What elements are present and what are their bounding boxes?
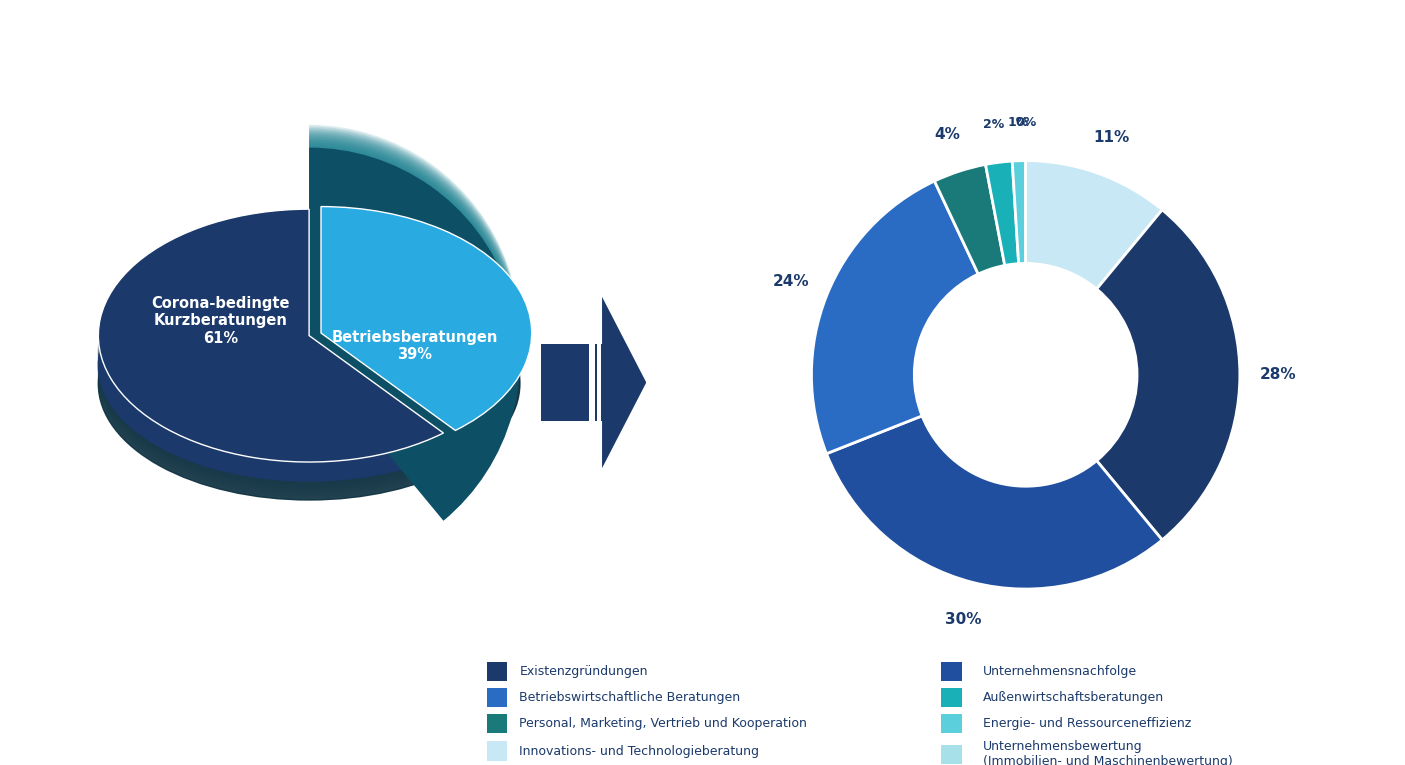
Wedge shape [309,126,520,500]
Bar [941,662,962,682]
Ellipse shape [98,253,520,485]
Bar [941,714,962,733]
Text: 28%: 28% [1260,367,1297,382]
Text: Unternehmensbewertung
(Immobilien- und Maschinenbewertung): Unternehmensbewertung (Immobilien- und M… [983,741,1232,765]
Text: 30%: 30% [944,612,981,627]
Polygon shape [541,344,607,421]
Ellipse shape [98,247,520,479]
Polygon shape [603,297,646,468]
Text: 1%: 1% [1007,116,1028,129]
Wedge shape [826,416,1162,589]
Ellipse shape [98,269,520,500]
Wedge shape [309,143,520,516]
Text: 4%: 4% [934,127,961,142]
Wedge shape [309,133,520,506]
Bar [941,744,962,764]
Ellipse shape [98,255,520,487]
Wedge shape [98,209,444,462]
Wedge shape [1012,161,1026,264]
Text: Außenwirtschaftsberatungen: Außenwirtschaftsberatungen [983,691,1165,704]
Ellipse shape [98,239,520,471]
Ellipse shape [98,259,520,490]
Text: Personal, Marketing, Vertrieb und Kooperation: Personal, Marketing, Vertrieb und Kooper… [520,717,808,730]
Polygon shape [597,344,601,421]
Ellipse shape [98,251,520,483]
Ellipse shape [98,234,520,466]
Ellipse shape [98,261,520,493]
Wedge shape [309,146,520,519]
Ellipse shape [98,238,520,470]
Ellipse shape [98,269,520,500]
Ellipse shape [98,265,520,496]
Wedge shape [309,141,520,514]
Text: 24%: 24% [773,275,809,289]
Wedge shape [309,145,520,517]
Text: Innovations- und Technologieberatung: Innovations- und Technologieberatung [520,744,760,757]
Wedge shape [934,164,1005,274]
Wedge shape [1097,210,1239,540]
Text: 11%: 11% [1093,129,1130,145]
Wedge shape [985,161,1019,265]
Wedge shape [309,138,520,511]
Bar [488,714,507,733]
Bar [488,688,507,707]
Wedge shape [309,130,520,503]
Wedge shape [309,148,520,521]
Wedge shape [309,135,520,508]
Ellipse shape [98,257,520,489]
Polygon shape [590,344,594,421]
Wedge shape [309,128,520,501]
Text: Betriebsberatungen
39%: Betriebsberatungen 39% [332,330,497,363]
Text: Energie- und Ressourceneffizienz: Energie- und Ressourceneffizienz [983,717,1191,730]
Wedge shape [309,148,520,521]
Ellipse shape [98,232,520,464]
Text: Corona-bedingte
Kurzberatungen
61%: Corona-bedingte Kurzberatungen 61% [152,296,289,346]
Text: Unternehmensnachfolge: Unternehmensnachfolge [983,666,1137,679]
Wedge shape [812,181,978,454]
Wedge shape [309,139,520,513]
Text: 0%: 0% [1014,116,1037,129]
Ellipse shape [98,236,520,467]
Bar [488,662,507,682]
Text: Existenzgründungen: Existenzgründungen [520,666,648,679]
Wedge shape [320,207,531,431]
Bar [488,741,507,760]
Text: Betriebswirtschaftliche Beratungen: Betriebswirtschaftliche Beratungen [520,691,740,704]
Ellipse shape [98,246,520,477]
Ellipse shape [98,243,520,475]
Text: 2%: 2% [983,118,1005,131]
Wedge shape [309,136,520,509]
Ellipse shape [98,242,520,474]
Wedge shape [1026,161,1162,289]
Ellipse shape [98,262,520,494]
Wedge shape [309,132,520,504]
Ellipse shape [98,266,520,498]
Ellipse shape [98,249,520,481]
Bar [941,688,962,707]
Wedge shape [309,125,520,498]
Ellipse shape [98,249,520,481]
